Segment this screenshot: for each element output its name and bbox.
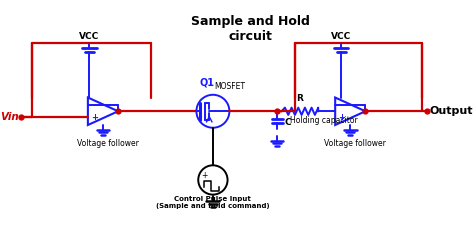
Text: Voltage follower: Voltage follower: [77, 139, 138, 148]
Text: Vin: Vin: [0, 112, 19, 122]
Text: +: +: [91, 113, 98, 122]
Text: MOSFET: MOSFET: [215, 82, 246, 91]
Text: VCC: VCC: [79, 32, 100, 41]
Text: R: R: [296, 94, 303, 103]
Text: Control Pulse Input
(Sample and hold command): Control Pulse Input (Sample and hold com…: [156, 196, 270, 209]
Text: −: −: [91, 100, 98, 110]
Text: Output: Output: [429, 106, 473, 116]
Text: Holding capacitor: Holding capacitor: [290, 116, 357, 125]
Text: Voltage follower: Voltage follower: [324, 139, 386, 148]
Text: −: −: [338, 100, 345, 110]
Text: VCC: VCC: [331, 32, 351, 41]
Text: Sample and Hold
circuit: Sample and Hold circuit: [191, 15, 310, 43]
Text: C: C: [284, 118, 291, 127]
Text: Q1: Q1: [199, 78, 214, 88]
Text: +: +: [201, 171, 208, 180]
Text: +: +: [338, 113, 345, 122]
